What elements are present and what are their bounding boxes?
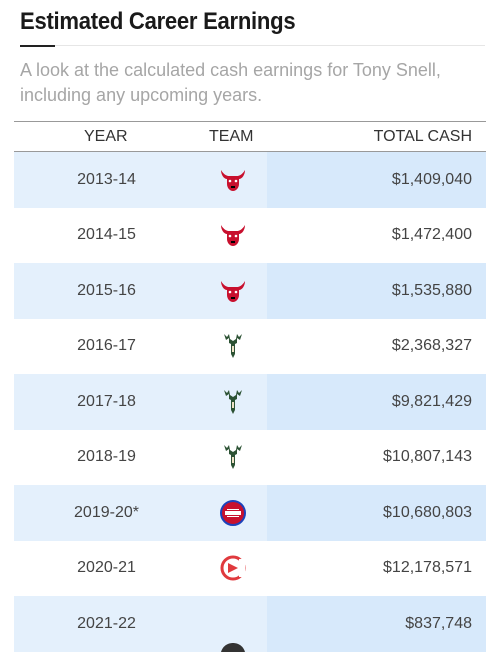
title-divider [55, 45, 485, 46]
year-cell: 2017-18 [77, 392, 136, 410]
bucks-logo-icon [221, 443, 245, 471]
title-accent-rule [20, 45, 55, 47]
year-cell: 2013-14 [77, 170, 136, 188]
page-title: Estimated Career Earnings [20, 8, 296, 35]
table-row: 2017-18 $9,821,429 [14, 374, 486, 430]
total-cash-cell: $2,368,327 [391, 337, 472, 355]
table-header: YEAR TEAM TOTAL CASH [14, 121, 486, 152]
table-row: 2014-15 $1,472,400 [14, 208, 486, 264]
total-cash-cell: $9,821,429 [267, 374, 486, 430]
bulls-logo-icon [218, 222, 248, 248]
column-header-year: YEAR [84, 128, 128, 145]
column-header-total-cash: TOTAL CASH [373, 128, 472, 145]
total-cash-cell: $10,680,803 [267, 485, 486, 541]
year-cell: 2014-15 [77, 226, 136, 244]
team-cell [199, 374, 267, 430]
earnings-table: YEAR TEAM TOTAL CASH 2013-14 $1,409,040 2… [14, 121, 486, 652]
team-cell [199, 541, 267, 597]
table-row: 2013-14 $1,409,040 [14, 152, 486, 208]
table-body: 2013-14 $1,409,040 2014-15 $1,472,400 2015… [14, 152, 486, 652]
table-row: 2020-21 $12,178,571 [14, 541, 486, 597]
bucks-logo-icon [221, 388, 245, 416]
table-row: 2016-17 $2,368,327 [14, 319, 486, 375]
team-cell [199, 485, 267, 541]
total-cash-cell: $10,807,143 [383, 448, 472, 466]
year-cell: 2018-19 [77, 448, 136, 466]
year-cell: 2020-21 [77, 559, 136, 577]
total-cash-cell: $1,472,400 [391, 226, 472, 244]
table-row: 2018-19 $10,807,143 [14, 430, 486, 486]
bulls-logo-icon [218, 278, 248, 304]
year-cell: 2015-16 [77, 281, 136, 299]
pistons-logo-icon [219, 499, 247, 527]
team-cell [199, 319, 267, 375]
total-cash-cell: $12,178,571 [383, 559, 472, 577]
total-cash-cell: $1,535,880 [267, 263, 486, 319]
bucks-logo-icon [221, 332, 245, 360]
page-subtitle: A look at the calculated cash earnings f… [20, 60, 441, 105]
year-cell: 2019-20* [74, 503, 139, 521]
bulls-logo-icon [218, 167, 248, 193]
year-cell: 2016-17 [77, 337, 136, 355]
team-logo-icon [219, 642, 247, 652]
team-cell [199, 208, 267, 264]
table-row: 2019-20* $10,680,803 [14, 485, 486, 541]
column-header-team: TEAM [209, 128, 254, 145]
team-cell [199, 263, 267, 319]
total-cash-cell: $1,409,040 [267, 152, 486, 208]
table-row: 2015-16 $1,535,880 [14, 263, 486, 319]
team-cell [199, 430, 267, 486]
hawks-logo-icon [219, 554, 247, 582]
team-cell [199, 152, 267, 208]
